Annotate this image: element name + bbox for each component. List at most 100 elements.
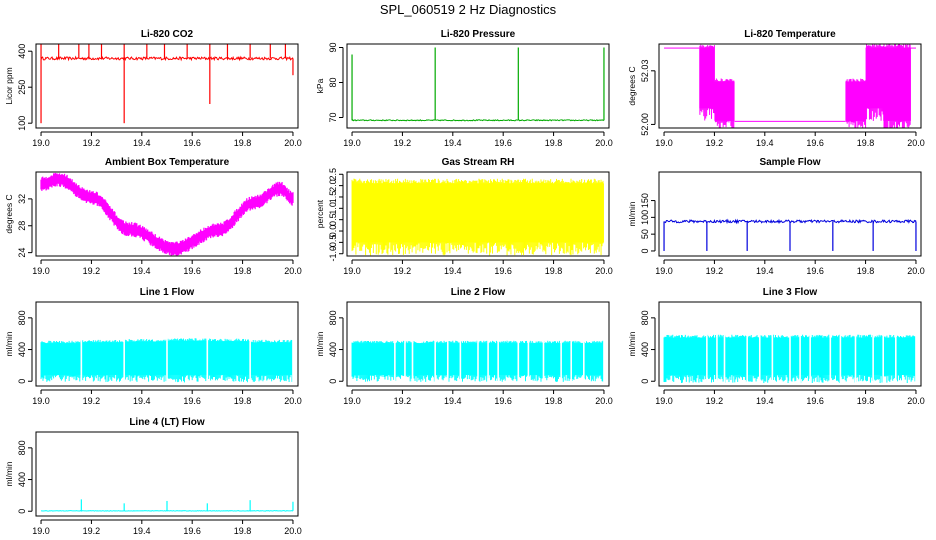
x-tick-label: 19.4 (444, 396, 462, 406)
panel-7: Line 2 Flow ml/min 19.0 19.2 19.4 19.6 19.8 20.… (315, 287, 613, 406)
x-tick-label: 19.2 (394, 396, 412, 406)
x-tick-label: 20.0 (284, 138, 302, 148)
x-tick-label: 19.0 (655, 266, 673, 276)
data-layer (351, 178, 604, 256)
y-tick-label: 100 (17, 116, 27, 131)
y-tick-label: 800 (328, 310, 338, 325)
plot-frame (35, 301, 299, 387)
y-tick-label: 0 (17, 379, 27, 384)
x-tick-label: 19.0 (655, 138, 673, 148)
y-tick-label: 0 (640, 379, 650, 384)
x-tick-label: 19.6 (806, 396, 824, 406)
x-tick-label: 19.8 (545, 396, 563, 406)
y-tick-label: 800 (17, 310, 27, 325)
x-tick-label: 19.4 (133, 396, 151, 406)
data-layer (663, 218, 917, 251)
x-tick-label: 19.8 (545, 138, 563, 148)
y-tick-label: -1.0 (328, 246, 338, 262)
x-tick-label: 20.0 (284, 396, 302, 406)
x-tick-label: 19.4 (133, 138, 151, 148)
x-tick-label: 19.4 (756, 266, 774, 276)
y-axis-label: ml/min (4, 461, 14, 486)
y-tick-label: -0.5 (328, 235, 338, 251)
x-tick-label: 19.8 (234, 526, 252, 536)
panel-9: Line 4 (LT) Flow ml/min 19.0 19.2 19.4 19.6 19… (4, 417, 302, 536)
x-tick-label: 19.0 (32, 266, 50, 276)
x-tick-label: 19.2 (706, 396, 724, 406)
plot-frame (35, 171, 299, 257)
y-tick-label: 150 (640, 193, 650, 208)
panel-title: Sample Flow (759, 157, 820, 168)
panel-title: Line 4 (LT) Flow (129, 417, 205, 428)
y-tick-label: 52.00 (640, 113, 650, 136)
y-tick-label: 400 (328, 342, 338, 357)
data-layer (40, 44, 294, 124)
x-tick-label: 19.4 (756, 396, 774, 406)
x-tick-label: 19.8 (234, 396, 252, 406)
band-segment-0 (664, 47, 700, 49)
y-tick-label: 0.5 (328, 213, 338, 226)
figure-title: SPL_060519 2 Hz Diagnostics (379, 2, 557, 17)
x-tick-label: 19.0 (32, 526, 50, 536)
x-tick-label: 19.8 (234, 138, 252, 148)
y-tick-label: 28 (17, 221, 27, 231)
y-tick-label: 800 (640, 310, 650, 325)
x-tick-label: 19.8 (234, 266, 252, 276)
panel-2: Li-820 Temperature degrees C 19.0 19.2 19.4 1… (627, 29, 925, 148)
plot-frame (346, 301, 610, 387)
x-tick-label: 19.8 (857, 138, 875, 148)
band-segment-7 (910, 47, 916, 49)
y-axis-label: degrees C (4, 194, 14, 233)
y-tick-label: 400 (640, 342, 650, 357)
x-tick-label: 19.0 (32, 396, 50, 406)
y-tick-label: 0 (640, 248, 650, 253)
plot-frame (658, 43, 922, 129)
panel-3: Ambient Box Temperature degrees C 19.0 19.2… (4, 157, 302, 276)
panel-title: Li-820 CO2 (141, 29, 194, 40)
x-tick-label: 19.4 (133, 266, 151, 276)
y-tick-label: 400 (17, 44, 27, 59)
x-tick-label: 19.6 (183, 266, 201, 276)
plot-frame (658, 171, 922, 257)
y-tick-label: 32 (17, 194, 27, 204)
band-segment-3 (734, 120, 846, 122)
y-tick-label: 70 (328, 112, 338, 122)
x-tick-label: 19.6 (183, 526, 201, 536)
x-tick-label: 19.4 (444, 266, 462, 276)
data-layer (40, 172, 294, 256)
x-tick-label: 20.0 (284, 266, 302, 276)
x-tick-label: 19.6 (806, 138, 824, 148)
y-tick-label: 250 (17, 80, 27, 95)
x-tick-label: 19.0 (343, 396, 361, 406)
x-tick-label: 19.2 (394, 266, 412, 276)
x-tick-label: 20.0 (284, 526, 302, 536)
y-tick-label: 0.0 (328, 225, 338, 238)
x-tick-label: 19.0 (32, 138, 50, 148)
y-tick-label: 52.03 (640, 60, 650, 83)
x-tick-label: 19.2 (706, 138, 724, 148)
y-tick-label: 2.5 (328, 168, 338, 181)
x-tick-label: 19.0 (655, 396, 673, 406)
data-layer (351, 302, 605, 386)
y-tick-label: 0 (328, 379, 338, 384)
y-tick-label: 1.5 (328, 191, 338, 204)
panel-8: Line 3 Flow ml/min 19.0 19.2 19.4 19.6 19.8 20.… (627, 287, 925, 406)
plot-frame (346, 171, 610, 257)
panel-0: Li-820 CO2 Licor ppm 19.0 19.2 19.4 19.6 19.8 2… (4, 29, 302, 148)
y-tick-label: 24 (17, 248, 27, 258)
x-tick-label: 19.2 (83, 266, 101, 276)
x-tick-label: 20.0 (595, 266, 613, 276)
x-tick-label: 19.2 (83, 138, 101, 148)
plot-frame (35, 43, 299, 129)
panel-4: Gas Stream RH percent 19.0 19.2 19.4 19.6 19.8… (315, 157, 613, 276)
panel-title: Gas Stream RH (442, 157, 515, 168)
y-tick-label: 800 (17, 440, 27, 455)
y-tick-label: 100 (640, 210, 650, 225)
data-layer (40, 302, 294, 386)
panel-title: Line 1 Flow (140, 287, 195, 298)
y-axis-label: kPa (315, 78, 325, 93)
x-tick-label: 19.0 (343, 138, 361, 148)
x-tick-label: 19.8 (545, 266, 563, 276)
x-tick-label: 19.0 (343, 266, 361, 276)
